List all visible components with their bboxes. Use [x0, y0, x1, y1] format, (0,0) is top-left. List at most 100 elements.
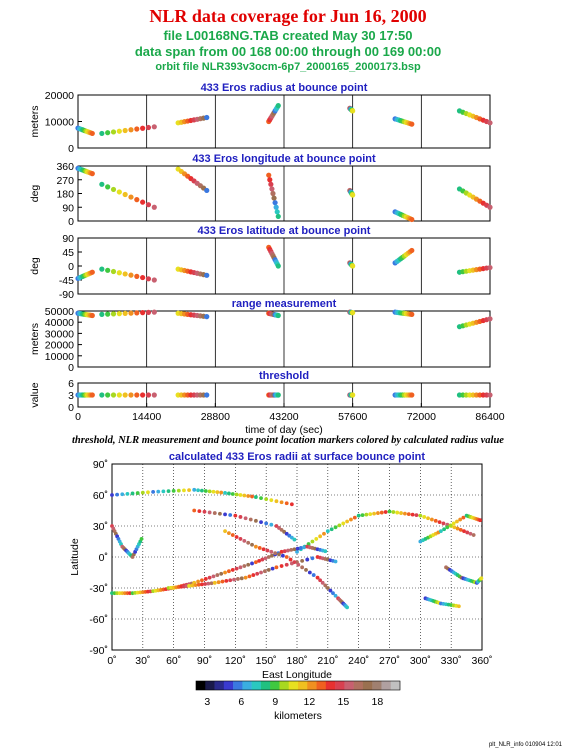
map-point — [264, 521, 269, 526]
map-point — [455, 526, 460, 531]
map-point — [227, 491, 231, 496]
map-point — [146, 490, 150, 495]
data-point — [128, 194, 134, 200]
map-point — [230, 533, 235, 537]
colorbar-tick-label: 15 — [337, 696, 349, 708]
map-point — [323, 549, 328, 554]
data-point — [122, 392, 128, 398]
map-point — [224, 578, 229, 583]
map-point — [243, 516, 248, 521]
map-point — [442, 527, 447, 532]
colorbar-tick-label: 18 — [371, 696, 383, 708]
data-point — [116, 392, 122, 398]
map-point — [329, 527, 334, 532]
data-point — [105, 267, 111, 273]
y-tick-label: 60˚ — [93, 490, 108, 502]
map-track — [444, 565, 484, 585]
data-point — [110, 129, 117, 135]
map-point — [139, 537, 144, 541]
y-tick-label: 180 — [56, 189, 74, 201]
map-point — [196, 579, 200, 584]
y-tick-label: -60˚ — [89, 614, 108, 626]
map-point — [262, 569, 267, 574]
map-point — [300, 558, 305, 563]
colorbar-swatch — [298, 681, 308, 690]
map-point — [110, 493, 114, 497]
data-point — [275, 103, 281, 109]
map-point — [140, 490, 145, 495]
map-point — [202, 509, 207, 514]
map-point — [259, 496, 263, 500]
map-point — [364, 512, 369, 517]
data-point — [267, 177, 273, 183]
map-point — [429, 517, 434, 522]
map-point — [298, 546, 303, 550]
map-point — [203, 577, 208, 581]
map-title: calculated 433 Eros radii at surface bou… — [169, 451, 425, 463]
data-point — [105, 311, 111, 317]
map-point — [253, 544, 258, 549]
map-point — [196, 582, 201, 587]
map-point — [230, 492, 235, 496]
data-point — [89, 269, 95, 275]
data-point — [409, 216, 415, 223]
map-point — [403, 511, 407, 516]
map-point — [212, 580, 217, 585]
panel-title: threshold — [259, 370, 309, 382]
colorbar-tick-label: 12 — [303, 696, 315, 708]
colorbar-tick-label: 9 — [272, 696, 278, 708]
map-point — [203, 582, 208, 586]
y-tick-label: 45 — [62, 247, 74, 259]
map-point — [406, 512, 411, 517]
data-point — [89, 171, 95, 177]
map-point — [307, 570, 312, 575]
colorbar-swatch — [307, 681, 317, 690]
map-point — [234, 566, 239, 571]
data-point — [487, 392, 493, 398]
timeseries-panel — [75, 94, 493, 149]
data-point — [134, 310, 140, 316]
colorbar-tick-label: 3 — [204, 696, 210, 708]
map-point — [192, 508, 197, 513]
map-point — [223, 529, 227, 534]
y-axis-label: value — [29, 382, 41, 407]
data-span-info: data span from 00 168 00:00 through 00 1… — [134, 44, 442, 59]
map-point — [289, 547, 294, 552]
map-point — [270, 553, 274, 558]
map-point — [310, 539, 315, 544]
map-point — [368, 512, 373, 517]
data-point — [99, 311, 105, 317]
map-point — [246, 494, 251, 498]
colorbar-swatch — [214, 681, 225, 690]
y-tick-label: -90˚ — [89, 645, 108, 657]
data-point — [116, 311, 122, 317]
map-track — [223, 529, 350, 610]
map-track — [110, 524, 144, 559]
x-tick-label: 14400 — [132, 411, 161, 423]
map-point — [462, 529, 466, 534]
colorbar-swatch — [233, 681, 243, 690]
data-point — [140, 274, 146, 281]
map-point — [455, 519, 459, 524]
y-tick-label: 20000 — [45, 340, 74, 352]
colorbar-swatch — [205, 681, 215, 690]
x-tick-label: 270˚ — [379, 655, 400, 667]
map-point — [315, 575, 320, 580]
y-axis-label: deg — [29, 185, 41, 203]
data-point — [110, 268, 117, 275]
map-point — [233, 513, 238, 518]
data-point — [273, 204, 279, 210]
colorbar-swatch — [390, 681, 401, 690]
map-track — [418, 513, 482, 544]
map-point — [318, 578, 323, 583]
data-point — [89, 392, 95, 398]
y-tick-label: 6 — [68, 378, 74, 390]
data-point — [409, 311, 415, 317]
map-point — [337, 523, 342, 528]
x-tick-label: 86400 — [475, 411, 504, 423]
colorbar-swatch — [196, 681, 206, 690]
map-track — [423, 596, 461, 609]
colorbar-label: kilometers — [274, 710, 322, 722]
y-tick-label: 0˚ — [99, 552, 108, 564]
map-point — [286, 548, 290, 553]
